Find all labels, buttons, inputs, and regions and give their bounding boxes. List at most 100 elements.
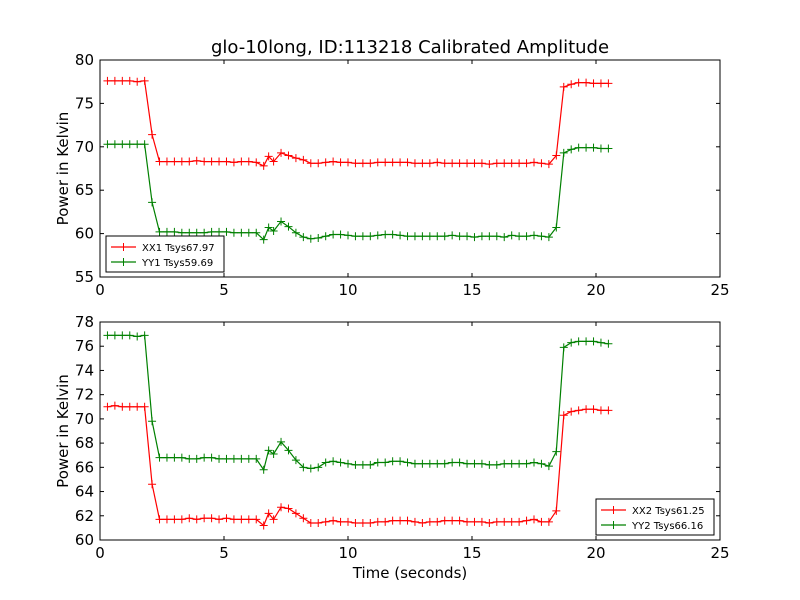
data-point — [277, 148, 286, 157]
data-point — [604, 339, 613, 348]
data-point — [418, 519, 427, 528]
data-point — [344, 459, 352, 468]
data-point — [596, 338, 605, 347]
data-point — [477, 232, 486, 241]
data-point — [155, 515, 164, 524]
data-point — [269, 515, 278, 524]
data-point — [177, 453, 186, 462]
data-point — [200, 453, 209, 462]
data-point — [388, 230, 397, 239]
data-point — [530, 158, 538, 167]
data-point — [291, 154, 300, 163]
data-point — [589, 143, 598, 152]
data-point — [410, 159, 419, 168]
data-point — [440, 516, 449, 525]
data-point — [552, 151, 561, 160]
data-point — [237, 515, 246, 524]
data-point — [215, 157, 224, 166]
data-point — [440, 459, 449, 468]
data-point — [125, 331, 134, 340]
data-point — [185, 514, 194, 523]
data-point — [118, 140, 127, 149]
data-point — [381, 158, 390, 167]
data-point — [177, 157, 186, 166]
data-point — [299, 233, 308, 242]
data-point — [425, 459, 434, 468]
data-point — [140, 331, 149, 340]
legend: XX2 Tsys61.25 YY2 Tsys66.16 — [595, 498, 715, 536]
legend-marker — [609, 521, 618, 529]
data-point — [351, 460, 360, 469]
data-point — [110, 401, 119, 410]
data-point — [162, 515, 171, 524]
data-point — [418, 159, 427, 168]
data-point — [314, 463, 323, 472]
data-point — [244, 454, 253, 463]
data-point — [162, 157, 171, 166]
data-point — [321, 158, 330, 167]
data-point — [567, 407, 576, 416]
data-point — [418, 232, 427, 241]
data-point — [485, 460, 494, 469]
legend-box — [595, 498, 715, 536]
data-point — [470, 459, 479, 468]
data-point — [582, 337, 591, 346]
data-point — [485, 232, 494, 241]
data-point — [515, 232, 524, 241]
data-point — [336, 230, 345, 239]
data-point — [425, 517, 434, 526]
data-point — [388, 516, 397, 525]
y-tick-label: 78 — [75, 313, 94, 331]
data-point — [574, 406, 583, 415]
data-point — [559, 82, 568, 91]
series-1 — [103, 76, 613, 170]
data-point — [440, 159, 449, 168]
data-point — [492, 517, 501, 526]
data-point — [222, 454, 231, 463]
data-point — [381, 458, 390, 467]
data-point — [229, 454, 238, 463]
data-point — [500, 517, 509, 526]
data-point — [264, 152, 273, 161]
legend-marker — [119, 258, 128, 266]
data-point — [277, 217, 286, 226]
data-point — [381, 230, 390, 239]
data-point — [507, 459, 516, 468]
data-point — [567, 145, 576, 154]
data-point — [148, 417, 157, 426]
data-point — [604, 79, 613, 88]
data-point — [222, 514, 231, 523]
data-point — [433, 232, 442, 241]
data-point — [133, 402, 142, 411]
bottom-plot-panel: 0 5 10 15 20 25 60 62 64 66 68 70 72 74 76 78 Power in K… — [54, 313, 730, 562]
x-tick-label: 0 — [95, 544, 105, 562]
data-point — [252, 454, 261, 463]
data-point — [470, 517, 479, 526]
data-point — [264, 223, 273, 232]
data-point — [259, 465, 268, 474]
data-point — [433, 459, 442, 468]
data-point — [118, 402, 127, 411]
data-point — [200, 157, 209, 166]
data-point — [284, 504, 293, 513]
data-point — [448, 458, 457, 467]
data-point — [582, 78, 591, 87]
data-point — [507, 517, 516, 526]
data-point — [344, 231, 352, 240]
data-point — [264, 509, 273, 518]
data-point — [403, 232, 412, 241]
data-point — [103, 331, 112, 340]
data-point — [366, 519, 375, 528]
data-point — [500, 233, 509, 242]
data-point — [522, 516, 531, 525]
data-point — [530, 231, 538, 240]
x-tick-label: 5 — [219, 544, 229, 562]
data-point — [155, 453, 164, 462]
data-point — [344, 517, 352, 526]
data-point — [544, 517, 553, 526]
data-point — [604, 406, 613, 415]
data-point — [185, 454, 194, 463]
data-point — [306, 159, 315, 168]
data-point — [118, 76, 127, 85]
data-point — [177, 515, 186, 524]
